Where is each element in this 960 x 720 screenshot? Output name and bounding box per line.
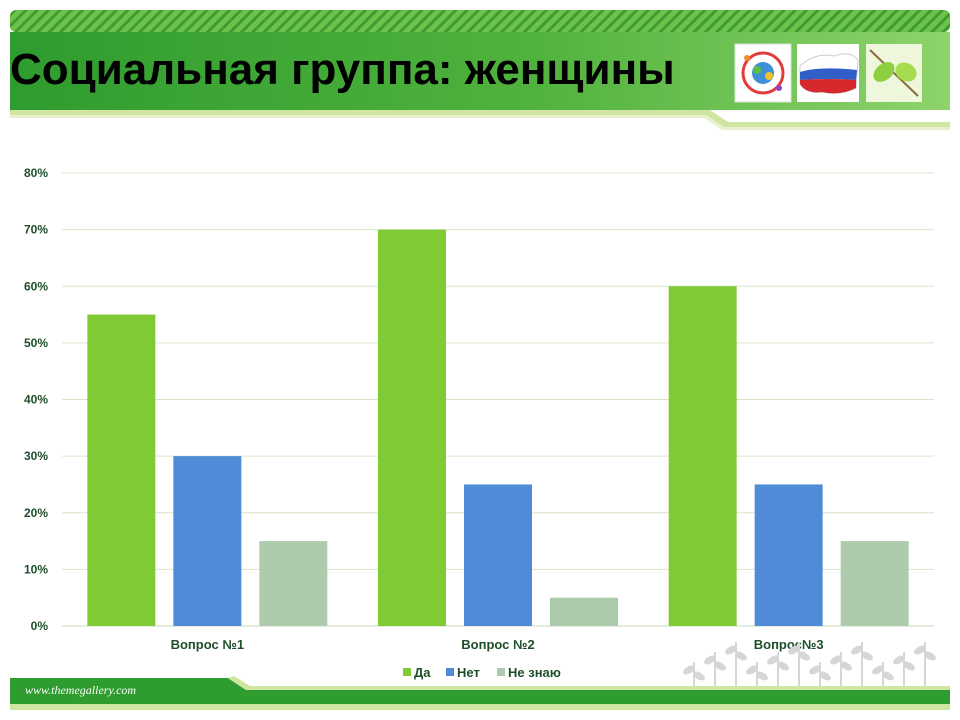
slide-title: Социальная группа: женщины	[10, 45, 675, 94]
x-category-label: Вопрос №1	[171, 637, 244, 652]
legend-swatch	[403, 668, 411, 676]
plant-leaf	[840, 661, 852, 671]
plant-leaf	[798, 651, 810, 661]
tolerance-emblem-icon	[734, 43, 792, 103]
plants-decoration	[683, 642, 936, 690]
bar-ne-znayu	[259, 541, 328, 626]
legend-label: Не знаю	[508, 665, 561, 680]
plant-leaf	[714, 661, 726, 671]
plant-leaf	[809, 665, 821, 675]
footer-band	[10, 676, 950, 710]
bar-da	[87, 314, 156, 626]
green-leaves-icon	[866, 44, 922, 102]
russia-flag-map-icon	[797, 44, 859, 102]
plant-leaf	[725, 645, 737, 655]
y-tick-label: 80%	[24, 166, 48, 180]
y-tick-label: 20%	[24, 506, 48, 520]
plant-leaf	[704, 655, 716, 665]
plant-leaf	[893, 655, 905, 665]
bar-net	[173, 456, 242, 626]
y-tick-label: 40%	[24, 393, 48, 407]
bar-da	[378, 229, 446, 626]
legend-swatch	[497, 668, 505, 676]
plant-leaf	[746, 665, 758, 675]
chart-bars	[87, 229, 909, 626]
chart-legend: Да Нет Не знаю	[403, 665, 561, 680]
x-category-label: Вопрос №2	[461, 637, 534, 652]
bar-net	[754, 484, 823, 626]
y-tick-label: 70%	[24, 223, 48, 237]
y-tick-label: 60%	[24, 279, 48, 293]
bar-ne-znayu	[840, 541, 909, 626]
plant-leaf	[914, 645, 926, 655]
y-tick-label: 30%	[24, 449, 48, 463]
plant-leaf	[735, 651, 747, 661]
legend-swatch	[446, 668, 454, 676]
footer-url: www.themegallery.com	[25, 683, 137, 697]
header-band	[10, 10, 950, 130]
plant-leaf	[788, 645, 800, 655]
plant-leaf	[830, 655, 842, 665]
y-tick-label: 10%	[24, 562, 48, 576]
bar-ne-znayu	[550, 597, 618, 626]
y-tick-label: 0%	[31, 619, 49, 633]
y-axis-ticks: 0% 10% 20% 30% 40% 50% 60% 70% 80%	[24, 166, 48, 633]
plant-leaf	[777, 661, 789, 671]
plant-leaf	[767, 655, 779, 665]
plant-leaf	[882, 671, 894, 681]
plant-leaf	[861, 651, 873, 661]
legend-label: Да	[414, 665, 431, 680]
bar-net	[464, 484, 532, 626]
plant-leaf	[851, 645, 863, 655]
plant-leaf	[683, 665, 695, 675]
plant-leaf	[693, 671, 705, 681]
y-tick-label: 50%	[24, 336, 48, 350]
bar-da	[668, 286, 737, 626]
plant-leaf	[819, 671, 831, 681]
legend-label: Нет	[457, 665, 480, 680]
plant-leaf	[756, 671, 768, 681]
plant-leaf	[872, 665, 884, 675]
x-axis-categories: Вопрос №1 Вопрос №2 Вопрос№3	[171, 637, 824, 652]
plant-leaf	[924, 651, 936, 661]
plant-leaf	[903, 661, 915, 671]
x-category-label: Вопрос№3	[754, 637, 824, 652]
